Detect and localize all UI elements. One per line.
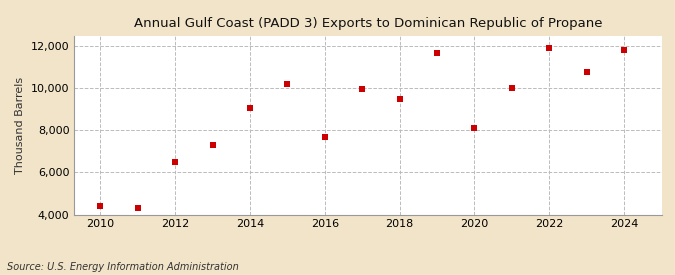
Point bbox=[619, 48, 630, 53]
Point bbox=[282, 82, 293, 86]
Point bbox=[132, 206, 143, 210]
Y-axis label: Thousand Barrels: Thousand Barrels bbox=[16, 76, 25, 174]
Point bbox=[319, 134, 330, 139]
Point bbox=[506, 86, 517, 90]
Point bbox=[95, 204, 106, 208]
Point bbox=[244, 106, 255, 111]
Point bbox=[357, 87, 368, 92]
Text: Source: U.S. Energy Information Administration: Source: U.S. Energy Information Administ… bbox=[7, 262, 238, 272]
Point bbox=[432, 50, 443, 55]
Title: Annual Gulf Coast (PADD 3) Exports to Dominican Republic of Propane: Annual Gulf Coast (PADD 3) Exports to Do… bbox=[134, 17, 602, 31]
Point bbox=[394, 97, 405, 101]
Point bbox=[170, 160, 181, 164]
Point bbox=[207, 143, 218, 147]
Point bbox=[581, 69, 592, 74]
Point bbox=[544, 46, 555, 51]
Point bbox=[469, 126, 480, 130]
